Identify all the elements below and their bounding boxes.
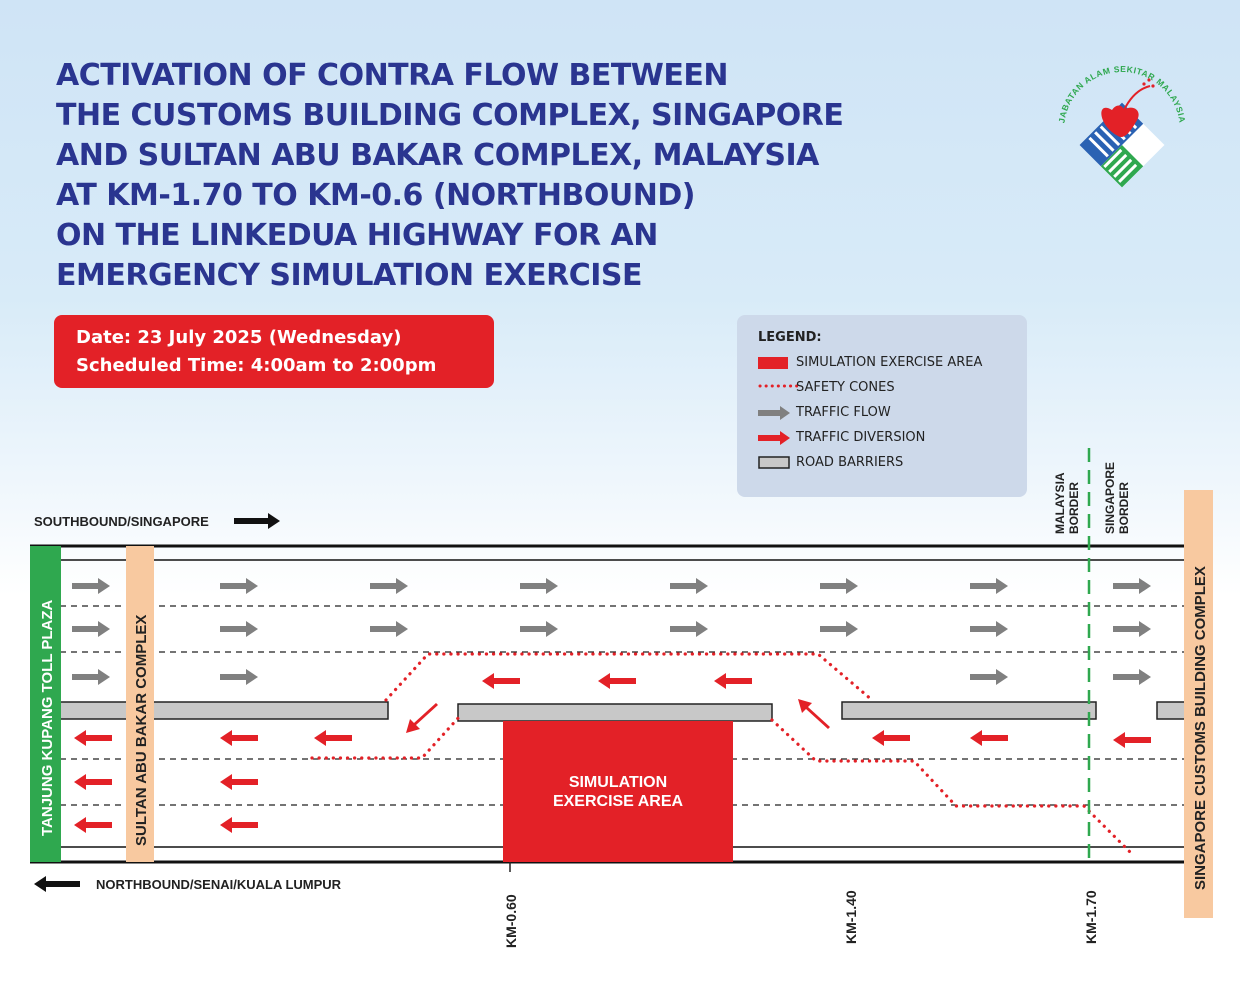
simulation-exercise-area [503,721,733,862]
toll-plaza-bar [30,546,61,862]
singapore-complex-label: SINGAPORE CUSTOMS BUILDING COMPLEX [1192,566,1209,890]
northbound-label: NORTHBOUND/SENAI/KUALA LUMPUR [96,877,342,892]
grey-arrow-icon [758,406,790,420]
safety-cones [310,652,1136,858]
legend-item-simulation: SIMULATION EXERCISE AREA [796,355,983,370]
legend-item-diversion: TRAFFIC DIVERSION [796,430,926,445]
red-arrow-icon [758,431,790,445]
malaysia-border-label-1: MALAYSIA [1053,472,1067,534]
traffic-flow-arrows [72,578,1151,685]
legend-item-cones: SAFETY CONES [796,380,895,395]
malaysia-border-label-2: BORDER [1067,482,1081,534]
title-line: ACTIVATION OF CONTRA FLOW BETWEEN [56,58,729,93]
km-marker: KM-1.70 [1083,890,1099,944]
legend-title: LEGEND: [758,330,822,345]
southbound-arrow-icon [234,513,280,529]
department-emblem-icon: JABATAN ALAM SEKITAR MALAYSIA [1056,64,1187,188]
title-line: AND SULTAN ABU BAKAR COMPLEX, MALAYSIA [56,138,819,173]
toll-plaza-label: TANJUNG KUPANG TOLL PLAZA [39,599,56,836]
singapore-border-label-1: SINGAPORE [1103,462,1117,534]
legend: LEGEND: SIMULATION EXERCISE AREA SAFETY … [737,315,1027,497]
northbound-arrow-icon [34,876,80,892]
traffic-diversion-arrows [74,673,1151,833]
red-dotted-line-icon [758,384,798,388]
sultan-complex-label: SULTAN ABU BAKAR COMPLEX [133,615,150,846]
singapore-complex-bar [1184,490,1213,918]
title-line: THE CUSTOMS BUILDING COMPLEX, SINGAPORE [56,98,844,133]
schedule-box: Date: 23 July 2025 (Wednesday) Scheduled… [54,315,494,388]
road-barriers [59,701,1187,722]
legend-item-flow: TRAFFIC FLOW [796,405,891,420]
grey-bar-icon [758,456,790,469]
legend-item-barriers: ROAD BARRIERS [796,455,904,470]
km-marker: KM-1.40 [843,890,859,944]
sultan-complex-bar [126,546,154,862]
simulation-label-2: EXERCISE AREA [553,793,684,810]
schedule-time: Scheduled Time: 4:00am to 2:00pm [76,355,437,376]
title-line: AT KM-1.70 TO KM-0.6 (NORTHBOUND) [56,178,695,213]
singapore-border-label-2: BORDER [1117,482,1131,534]
title-line: EMERGENCY SIMULATION EXERCISE [56,258,643,293]
southbound-label: SOUTHBOUND/SINGAPORE [34,514,209,529]
km-marker: KM-0.60 [503,894,519,948]
title-line: ON THE LINKEDUA HIGHWAY FOR AN [56,218,658,253]
red-rectangle-icon [758,357,788,369]
simulation-label-1: SIMULATION [569,774,667,791]
schedule-date: Date: 23 July 2025 (Wednesday) [76,327,402,348]
